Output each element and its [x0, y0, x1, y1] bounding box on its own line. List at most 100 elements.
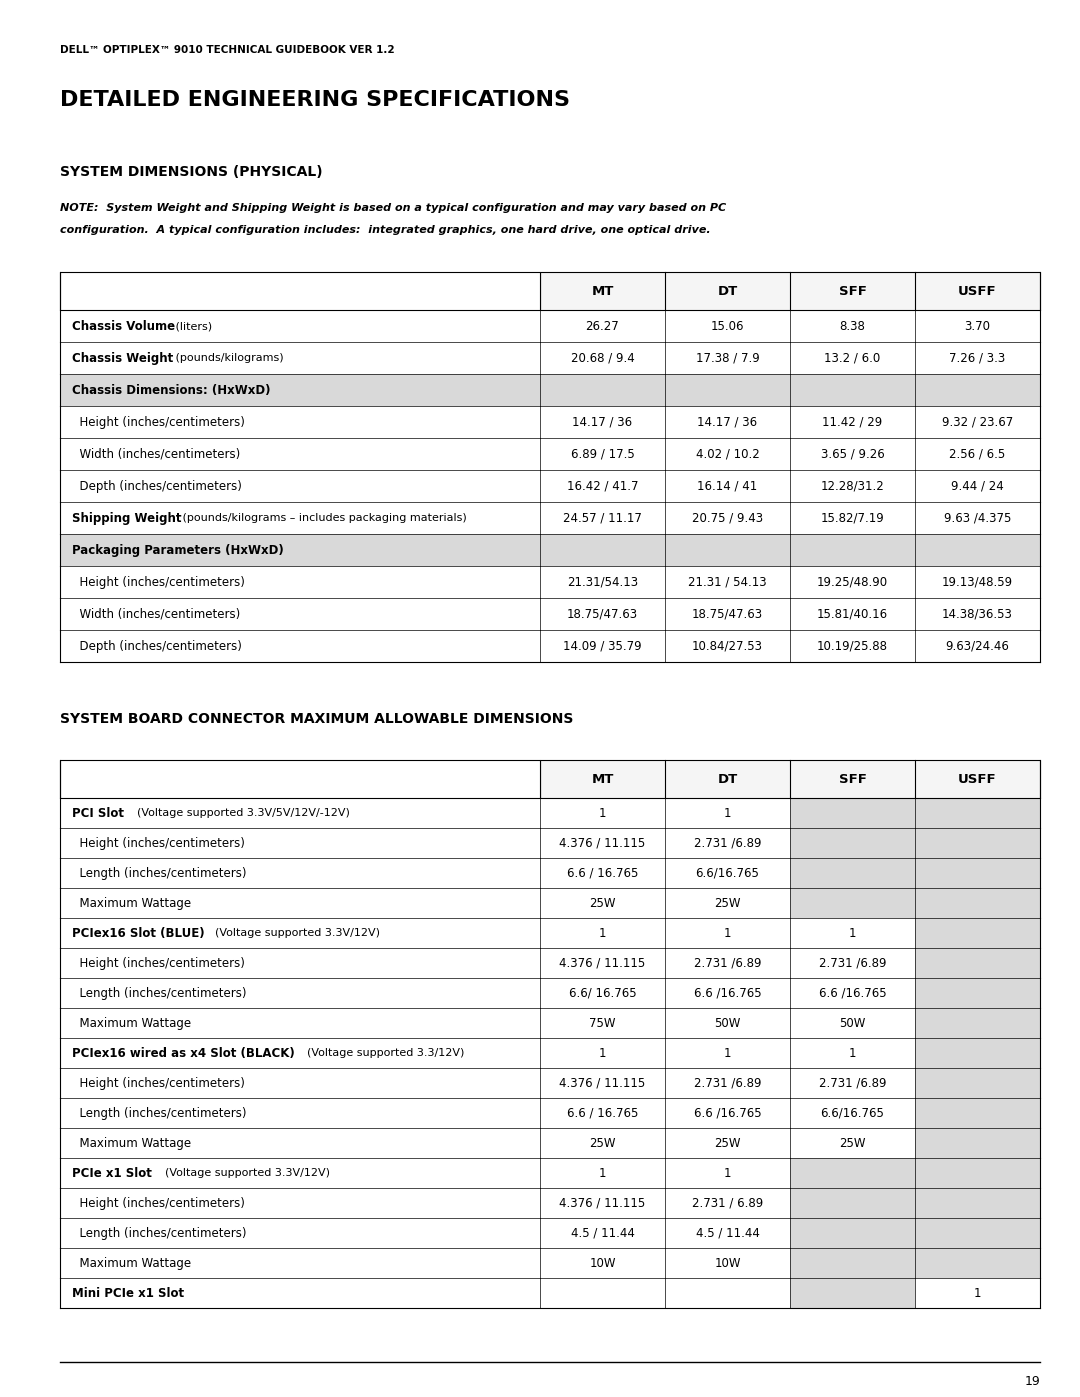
Text: Maximum Wattage: Maximum Wattage — [72, 897, 191, 909]
Text: 18.75/47.63: 18.75/47.63 — [567, 608, 638, 620]
Bar — [540, 949, 665, 978]
Bar — [789, 1187, 915, 1218]
Bar — [60, 374, 540, 407]
Bar — [665, 828, 789, 858]
Bar — [915, 798, 1040, 828]
Bar — [789, 888, 915, 918]
Bar — [60, 1127, 540, 1158]
Bar — [60, 534, 540, 566]
Text: Chassis Weight: Chassis Weight — [72, 352, 173, 365]
Text: 10W: 10W — [590, 1256, 616, 1270]
Bar — [60, 1187, 540, 1218]
Bar — [915, 469, 1040, 502]
Text: 16.14 / 41: 16.14 / 41 — [698, 479, 758, 493]
Text: 21.31 / 54.13: 21.31 / 54.13 — [688, 576, 767, 588]
Bar — [915, 978, 1040, 1009]
Bar — [60, 630, 540, 662]
Text: 9.44 / 24: 9.44 / 24 — [951, 479, 1004, 493]
Bar — [540, 439, 665, 469]
Bar — [540, 342, 665, 374]
Bar — [915, 1248, 1040, 1278]
Bar — [665, 1038, 789, 1067]
Text: 6.6 /16.765: 6.6 /16.765 — [693, 1106, 761, 1119]
Text: 26.27: 26.27 — [585, 320, 619, 332]
Text: Height (inches/centimeters): Height (inches/centimeters) — [72, 837, 245, 849]
Text: 19.25/48.90: 19.25/48.90 — [816, 576, 888, 588]
Bar — [540, 798, 665, 828]
Text: 16.42 / 41.7: 16.42 / 41.7 — [567, 479, 638, 493]
Bar — [540, 534, 665, 566]
Bar — [665, 1067, 789, 1098]
Bar — [540, 566, 665, 598]
Bar — [789, 598, 915, 630]
Text: 6.6/16.765: 6.6/16.765 — [696, 866, 759, 880]
Text: (Voltage supported 3.3/12V): (Voltage supported 3.3/12V) — [299, 1048, 464, 1058]
Text: SYSTEM DIMENSIONS (PHYSICAL): SYSTEM DIMENSIONS (PHYSICAL) — [60, 165, 323, 179]
Text: 4.376 / 11.115: 4.376 / 11.115 — [559, 1077, 646, 1090]
Text: 2.731 /6.89: 2.731 /6.89 — [693, 957, 761, 970]
Bar — [540, 918, 665, 949]
Text: 7.26 / 3.3: 7.26 / 3.3 — [949, 352, 1005, 365]
Text: 50W: 50W — [839, 1017, 866, 1030]
Text: Maximum Wattage: Maximum Wattage — [72, 1256, 191, 1270]
Bar — [789, 1158, 915, 1187]
Bar — [789, 342, 915, 374]
Bar — [540, 502, 665, 534]
Text: PCI Slot: PCI Slot — [72, 806, 124, 820]
Bar — [789, 407, 915, 439]
Bar — [789, 502, 915, 534]
Text: 24.57 / 11.17: 24.57 / 11.17 — [563, 511, 642, 524]
Bar — [540, 1248, 665, 1278]
Text: 14.17 / 36: 14.17 / 36 — [698, 415, 757, 429]
Bar — [540, 1098, 665, 1127]
Bar — [789, 1127, 915, 1158]
Bar — [915, 502, 1040, 534]
Text: 2.731 /6.89: 2.731 /6.89 — [693, 1077, 761, 1090]
Text: NOTE:  System Weight and Shipping Weight is based on a typical configuration and: NOTE: System Weight and Shipping Weight … — [60, 203, 726, 212]
Bar — [60, 1278, 540, 1308]
Bar — [665, 1187, 789, 1218]
Text: 9.32 / 23.67: 9.32 / 23.67 — [942, 415, 1013, 429]
Bar — [915, 1127, 1040, 1158]
Text: Depth (inches/centimeters): Depth (inches/centimeters) — [72, 640, 242, 652]
Bar — [789, 310, 915, 342]
Bar — [665, 888, 789, 918]
Bar — [915, 828, 1040, 858]
Text: 1: 1 — [724, 1166, 731, 1179]
Text: 10W: 10W — [714, 1256, 741, 1270]
Bar — [789, 566, 915, 598]
Text: 14.17 / 36: 14.17 / 36 — [572, 415, 633, 429]
Bar — [540, 310, 665, 342]
Bar — [60, 1067, 540, 1098]
Text: 25W: 25W — [714, 1137, 741, 1150]
Text: 4.376 / 11.115: 4.376 / 11.115 — [559, 957, 646, 970]
Bar — [915, 534, 1040, 566]
Text: Mini PCIe x1 Slot: Mini PCIe x1 Slot — [72, 1287, 184, 1299]
Text: 50W: 50W — [714, 1017, 741, 1030]
Text: Length (inches/centimeters): Length (inches/centimeters) — [72, 986, 246, 999]
Bar — [789, 534, 915, 566]
Text: 25W: 25W — [590, 897, 616, 909]
Bar — [665, 918, 789, 949]
Bar — [60, 760, 540, 798]
Text: 4.02 / 10.2: 4.02 / 10.2 — [696, 447, 759, 461]
Bar — [665, 342, 789, 374]
Text: 10.84/27.53: 10.84/27.53 — [692, 640, 762, 652]
Bar — [665, 978, 789, 1009]
Text: 1: 1 — [598, 1166, 606, 1179]
Text: Maximum Wattage: Maximum Wattage — [72, 1017, 191, 1030]
Text: 25W: 25W — [839, 1137, 866, 1150]
Bar — [60, 949, 540, 978]
Bar — [789, 1038, 915, 1067]
Bar — [540, 1009, 665, 1038]
Bar — [60, 978, 540, 1009]
Bar — [540, 374, 665, 407]
Bar — [789, 949, 915, 978]
Text: 25W: 25W — [714, 897, 741, 909]
Text: 4.376 / 11.115: 4.376 / 11.115 — [559, 1196, 646, 1210]
Bar — [665, 1248, 789, 1278]
Text: 15.82/7.19: 15.82/7.19 — [821, 511, 885, 524]
Bar — [665, 598, 789, 630]
Bar — [915, 918, 1040, 949]
Bar — [540, 858, 665, 888]
